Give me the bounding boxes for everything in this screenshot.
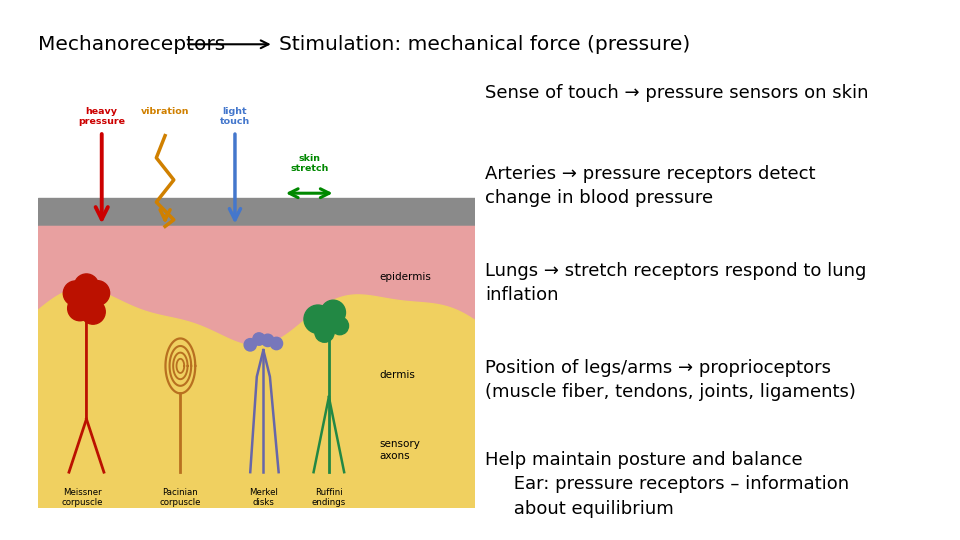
Circle shape xyxy=(74,274,99,299)
Text: epidermis: epidermis xyxy=(379,272,431,282)
Circle shape xyxy=(304,305,332,333)
Circle shape xyxy=(271,338,282,350)
Circle shape xyxy=(67,296,92,321)
Text: Sense of touch → pressure sensors on skin: Sense of touch → pressure sensors on ski… xyxy=(485,84,868,102)
Circle shape xyxy=(321,300,346,325)
Circle shape xyxy=(81,299,106,324)
Text: sensory
axons: sensory axons xyxy=(379,439,420,461)
Circle shape xyxy=(331,317,348,335)
Polygon shape xyxy=(38,226,475,346)
Text: skin
stretch: skin stretch xyxy=(290,154,328,173)
Circle shape xyxy=(244,339,256,351)
Text: Pacinian
corpuscle: Pacinian corpuscle xyxy=(159,488,201,507)
Text: light
touch: light touch xyxy=(220,107,251,126)
Circle shape xyxy=(63,281,87,306)
Text: Ruffini
endings: Ruffini endings xyxy=(312,488,346,507)
Bar xyxy=(38,198,475,226)
Text: Mechanoreceptors: Mechanoreceptors xyxy=(38,35,226,54)
Text: Merkel
disks: Merkel disks xyxy=(249,488,277,507)
Text: Help maintain posture and balance
     Ear: pressure receptors – information
   : Help maintain posture and balance Ear: p… xyxy=(485,451,849,517)
Text: Meissner
corpuscle: Meissner corpuscle xyxy=(61,488,103,507)
Text: dermis: dermis xyxy=(379,370,415,380)
Circle shape xyxy=(252,333,265,345)
Circle shape xyxy=(262,334,274,347)
Text: Lungs → stretch receptors respond to lung
inflation: Lungs → stretch receptors respond to lun… xyxy=(485,262,866,304)
Circle shape xyxy=(85,281,109,306)
Circle shape xyxy=(315,323,334,342)
Text: heavy
pressure: heavy pressure xyxy=(78,107,125,126)
Text: Arteries → pressure receptors detect
change in blood pressure: Arteries → pressure receptors detect cha… xyxy=(485,165,815,207)
Text: Position of legs/arms → proprioceptors
(muscle fiber, tendons, joints, ligaments: Position of legs/arms → proprioceptors (… xyxy=(485,359,855,401)
Text: vibration: vibration xyxy=(141,107,189,116)
Polygon shape xyxy=(38,288,475,508)
Text: Stimulation: mechanical force (pressure): Stimulation: mechanical force (pressure) xyxy=(279,35,690,54)
